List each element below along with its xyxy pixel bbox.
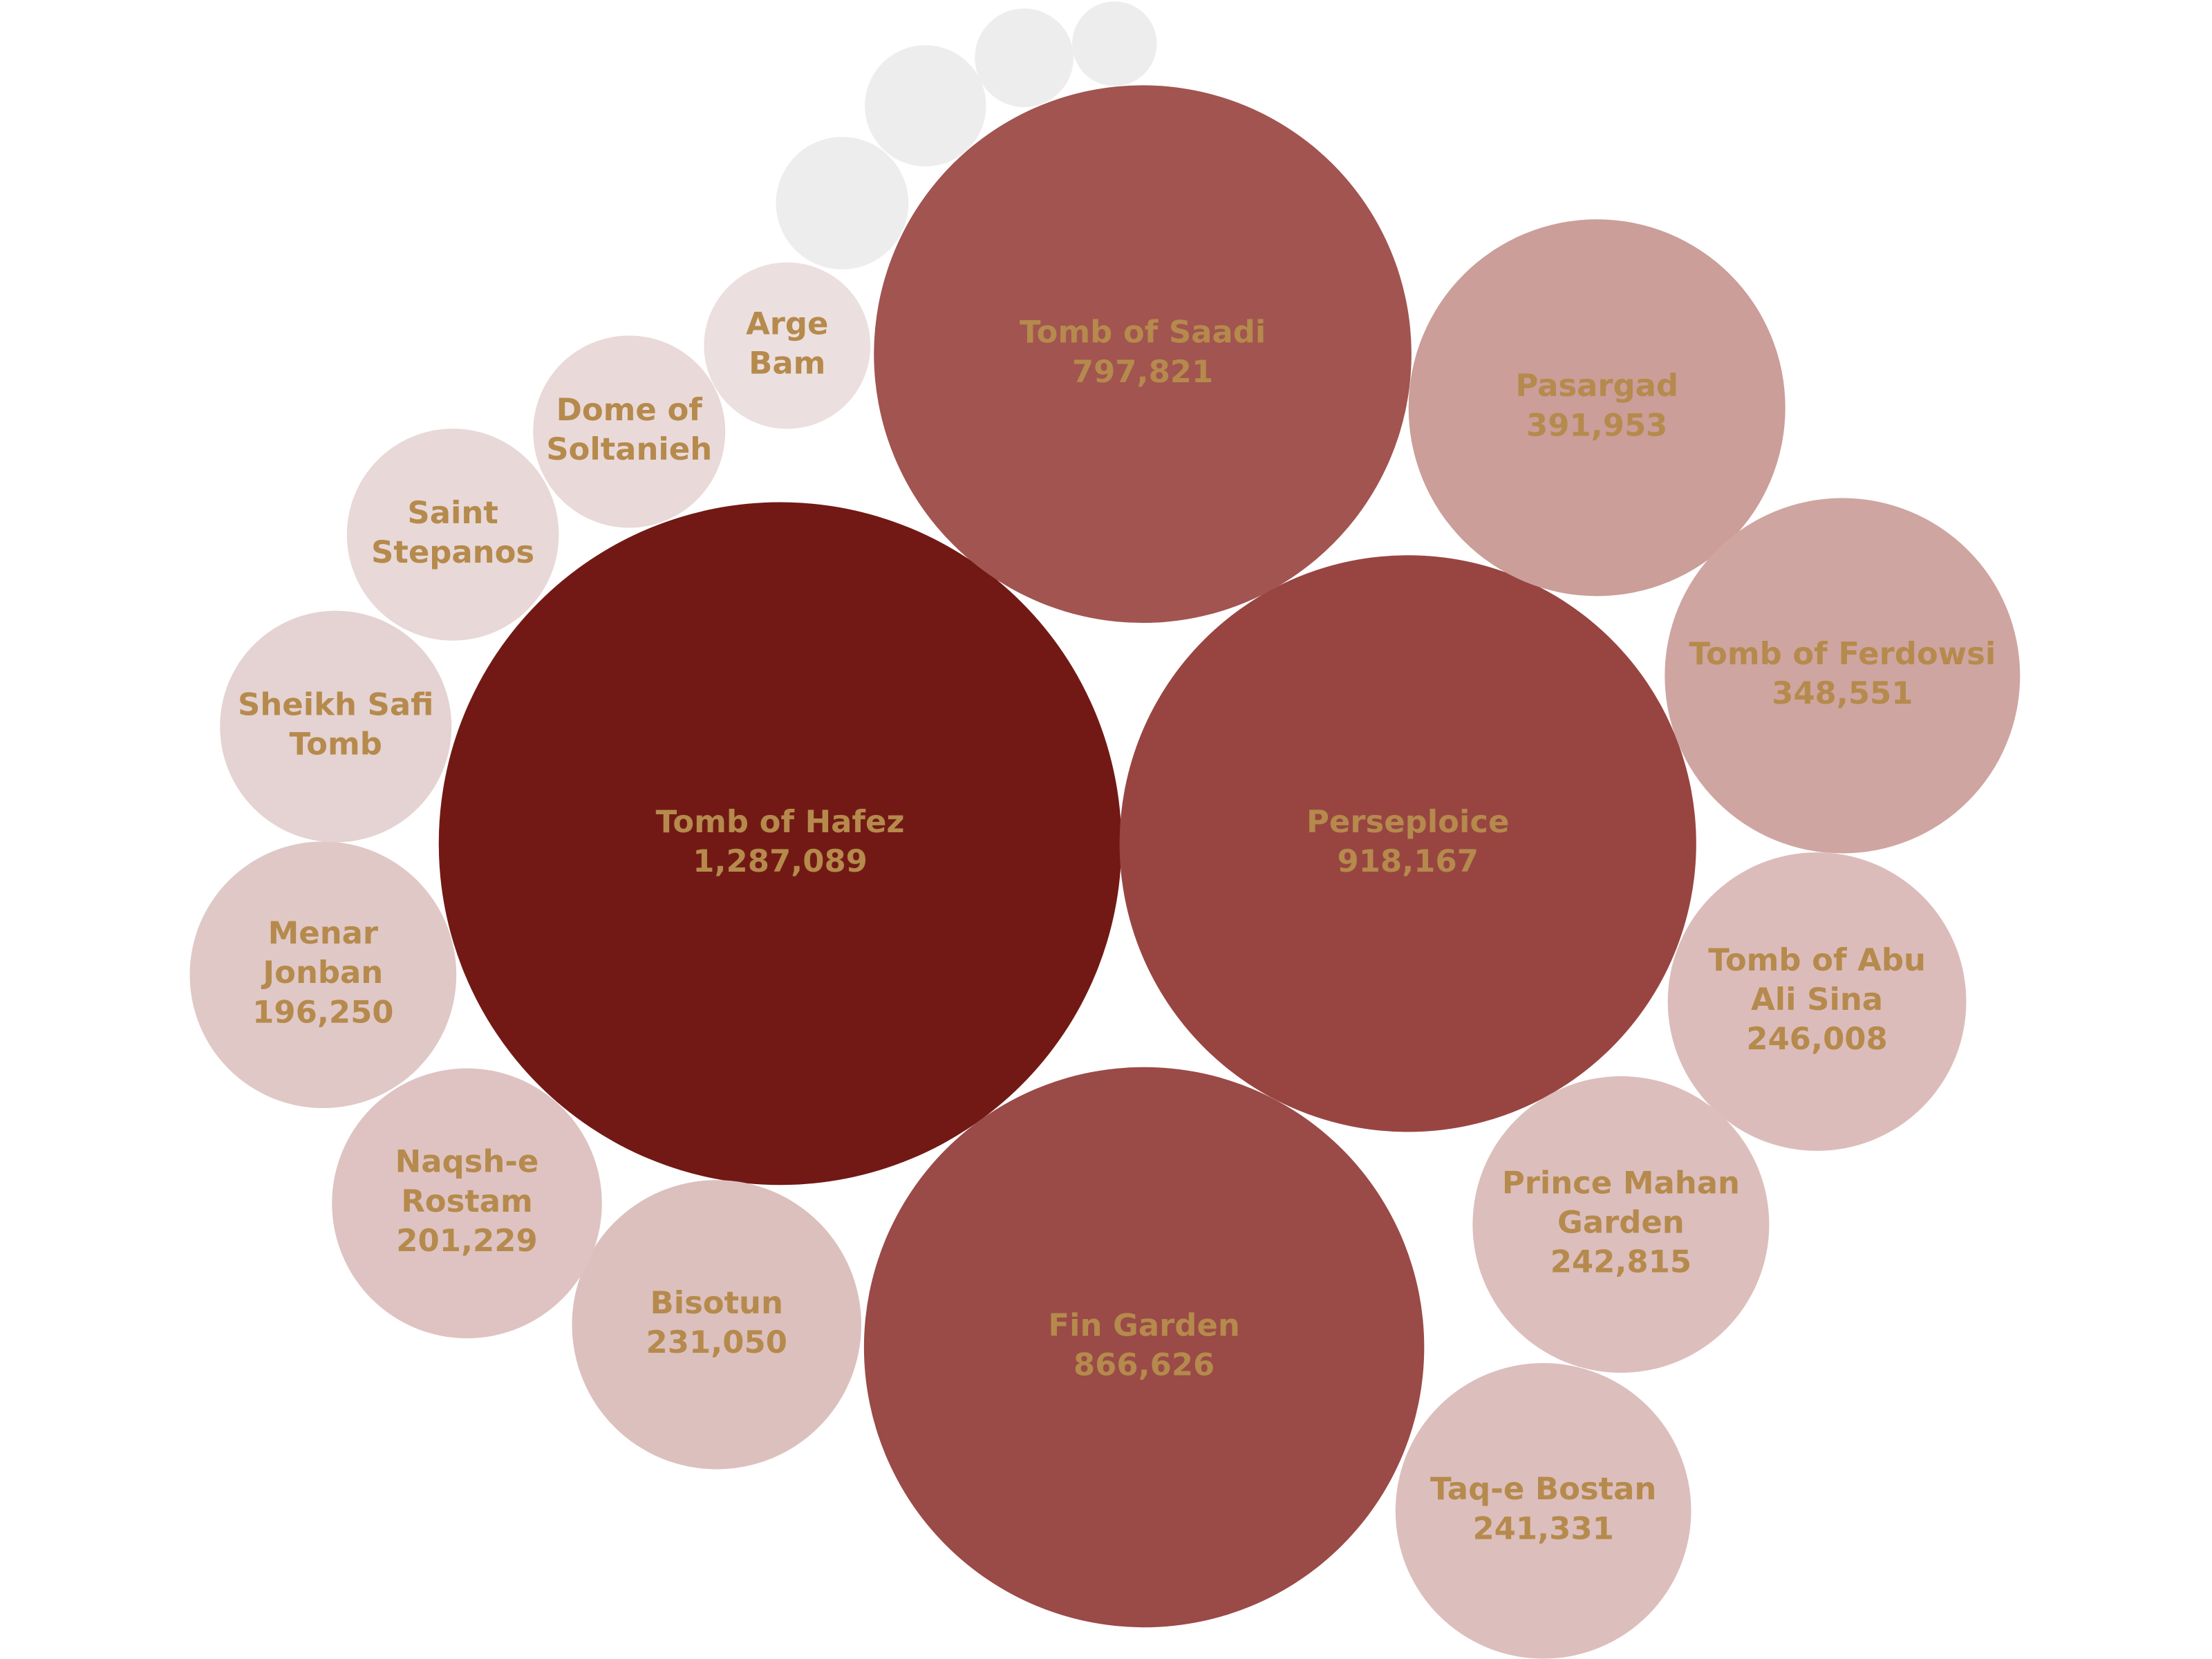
bubble-label: Prince Mahan Garden	[1502, 1164, 1740, 1240]
bubble	[332, 1068, 602, 1339]
bubble	[189, 841, 457, 1109]
bubble-label: Arge Bam	[746, 305, 828, 381]
value-label: 231,050	[646, 1324, 787, 1360]
value-label: 241,331	[1472, 1510, 1613, 1546]
bubble-label: Menar Jonban	[261, 915, 383, 991]
label-line: Sheikh Safi	[238, 686, 433, 722]
bubble	[865, 45, 986, 167]
bubble-label: Bisotun	[650, 1284, 782, 1321]
label-line: Naqsh-e	[395, 1143, 539, 1180]
bubble	[346, 429, 559, 641]
label-line: Arge	[746, 305, 828, 341]
value-label: 242,815	[1550, 1244, 1691, 1280]
bubble-label: Fin Garden	[1048, 1306, 1239, 1343]
label-line: Saint	[407, 494, 498, 531]
bubble	[1408, 219, 1785, 597]
value-label: 348,551	[1772, 675, 1913, 711]
bubble-label: Taq-e Bostan	[1430, 1470, 1656, 1507]
label-line: Tomb of Abu	[1708, 941, 1926, 978]
label-line: Tomb	[290, 726, 382, 762]
label-line: Pasargad	[1515, 367, 1678, 404]
value-label: 1,287,089	[693, 843, 868, 879]
label-line: Tomb of Hafez	[656, 803, 905, 840]
bubble-label: Saint Stepanos	[371, 494, 534, 570]
label-line: Bisotun	[650, 1284, 782, 1321]
value-label: 797,821	[1072, 353, 1213, 390]
label-line: Ali Sina	[1751, 981, 1883, 1018]
bubble	[1119, 555, 1696, 1132]
bubble	[1071, 1, 1157, 86]
bubble	[1665, 498, 2021, 854]
value-label: 196,250	[252, 993, 393, 1030]
bubble	[1395, 1362, 1691, 1659]
label-line: Prince Mahan	[1502, 1164, 1740, 1201]
label-line: Perseploice	[1306, 803, 1509, 840]
bubble-label: Perseploice	[1306, 803, 1509, 840]
label-line: Taq-e Bostan	[1430, 1470, 1656, 1507]
bubble-label: Tomb of Hafez	[656, 803, 905, 840]
label-line: Soltanieh	[546, 431, 712, 467]
bubble-label: Tomb of Saadi	[1020, 314, 1266, 350]
label-line: Tomb of Ferdowsi	[1689, 635, 1996, 672]
bubble-label: Sheikh Safi Tomb	[238, 686, 433, 762]
bubble	[776, 137, 909, 270]
label-line: Jonban	[261, 954, 383, 991]
bubble	[438, 502, 1122, 1185]
bubble	[220, 610, 452, 843]
label-line: Rostam	[401, 1183, 533, 1219]
bubble	[533, 335, 726, 528]
value-label: 201,229	[396, 1222, 537, 1259]
bubble-label: Dome of Soltanieh	[546, 391, 712, 467]
label-line: Stepanos	[371, 534, 534, 570]
bubble-label: Naqsh-e Rostam	[395, 1143, 539, 1219]
bubble	[1667, 852, 1967, 1151]
bubble-label: Pasargad	[1515, 367, 1678, 404]
label-line: Menar	[268, 915, 378, 951]
bubble	[572, 1180, 861, 1470]
label-line: Tomb of Saadi	[1020, 314, 1266, 350]
bubble	[704, 262, 871, 429]
bubble	[975, 8, 1074, 108]
label-line: Bam	[749, 345, 825, 382]
bubble	[863, 1067, 1425, 1628]
value-label: 391,953	[1526, 406, 1667, 443]
bubble-label: Tomb of Ferdowsi	[1689, 635, 1996, 672]
value-label: 866,626	[1074, 1347, 1215, 1383]
value-label: 918,167	[1338, 843, 1479, 879]
label-line: Fin Garden	[1048, 1306, 1239, 1343]
value-label: 246,008	[1746, 1020, 1887, 1057]
label-line: Dome of	[556, 391, 703, 428]
bubble	[874, 85, 1412, 624]
bubble-label: Tomb of Abu Ali Sina	[1708, 941, 1926, 1018]
bubble	[1472, 1076, 1770, 1373]
label-line: Garden	[1557, 1203, 1685, 1240]
